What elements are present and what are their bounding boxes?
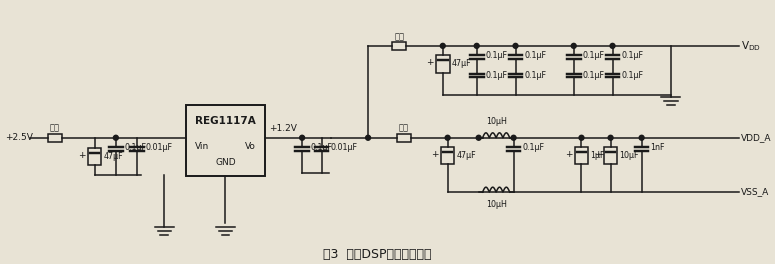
Text: 磁珠: 磁珠 [50,124,60,133]
Text: 磁珠: 磁珠 [399,124,409,133]
Text: Vin: Vin [195,142,210,151]
Text: 磁珠: 磁珠 [394,32,404,41]
Text: VDD_A: VDD_A [741,133,771,142]
Text: 0.1µF: 0.1µF [622,51,643,60]
Text: 0.1µF: 0.1µF [125,143,146,152]
Text: 0.01µF: 0.01µF [330,143,357,152]
Circle shape [113,135,119,140]
Text: +: + [426,58,434,67]
Text: 0.1µF: 0.1µF [311,143,332,152]
Bar [392,42,406,50]
Circle shape [476,135,481,140]
Text: 47µF: 47µF [456,151,476,160]
Text: 1nF: 1nF [650,143,665,152]
Text: +: + [565,150,573,159]
Text: +1.2V: +1.2V [269,124,297,133]
Circle shape [610,43,615,48]
Circle shape [445,135,450,140]
Text: REG1117A: REG1117A [195,116,256,126]
Bar [88,148,102,166]
Text: V$_{\rm DD}$: V$_{\rm DD}$ [741,39,760,53]
Text: 1µF: 1µF [591,151,604,160]
Text: 0.1µF: 0.1µF [485,71,508,80]
Circle shape [440,43,445,48]
Text: +: + [432,150,439,159]
Text: +: + [594,150,602,159]
Text: 0.1µF: 0.1µF [485,51,508,60]
Bar [441,147,454,164]
Text: Vo: Vo [245,142,256,151]
Text: 0.1µF: 0.1µF [622,71,643,80]
Circle shape [366,135,370,140]
Circle shape [300,135,305,140]
Text: 0.1µF: 0.1µF [583,71,604,80]
Text: 0.1µF: 0.1µF [524,71,546,80]
Bar [48,134,61,142]
Text: 0.01µF: 0.01µF [146,143,173,152]
Text: 0.1µF: 0.1µF [524,51,546,60]
Text: +2.5V: +2.5V [5,133,33,142]
Circle shape [571,43,576,48]
Text: 10µH: 10µH [486,117,507,126]
Bar [575,147,588,164]
Bar [186,105,265,176]
Circle shape [579,135,584,140]
Bar [604,147,618,164]
Text: GND: GND [215,158,236,167]
Text: +: + [78,150,86,160]
Text: 10µF: 10µF [619,151,639,160]
Text: 10µH: 10µH [486,200,507,209]
Bar [397,134,411,142]
Circle shape [639,135,644,140]
Text: 47µF: 47µF [452,59,471,68]
Text: 图3  单片DSP的供电电路图: 图3 单片DSP的供电电路图 [322,248,431,261]
Text: 0.1µF: 0.1µF [522,143,544,152]
Circle shape [608,135,613,140]
Bar [436,55,449,73]
Circle shape [474,43,479,48]
Text: VSS_A: VSS_A [741,188,769,197]
Text: 0.1µF: 0.1µF [583,51,604,60]
Text: 47µF: 47µF [103,152,123,161]
Circle shape [513,43,518,48]
Circle shape [512,135,516,140]
